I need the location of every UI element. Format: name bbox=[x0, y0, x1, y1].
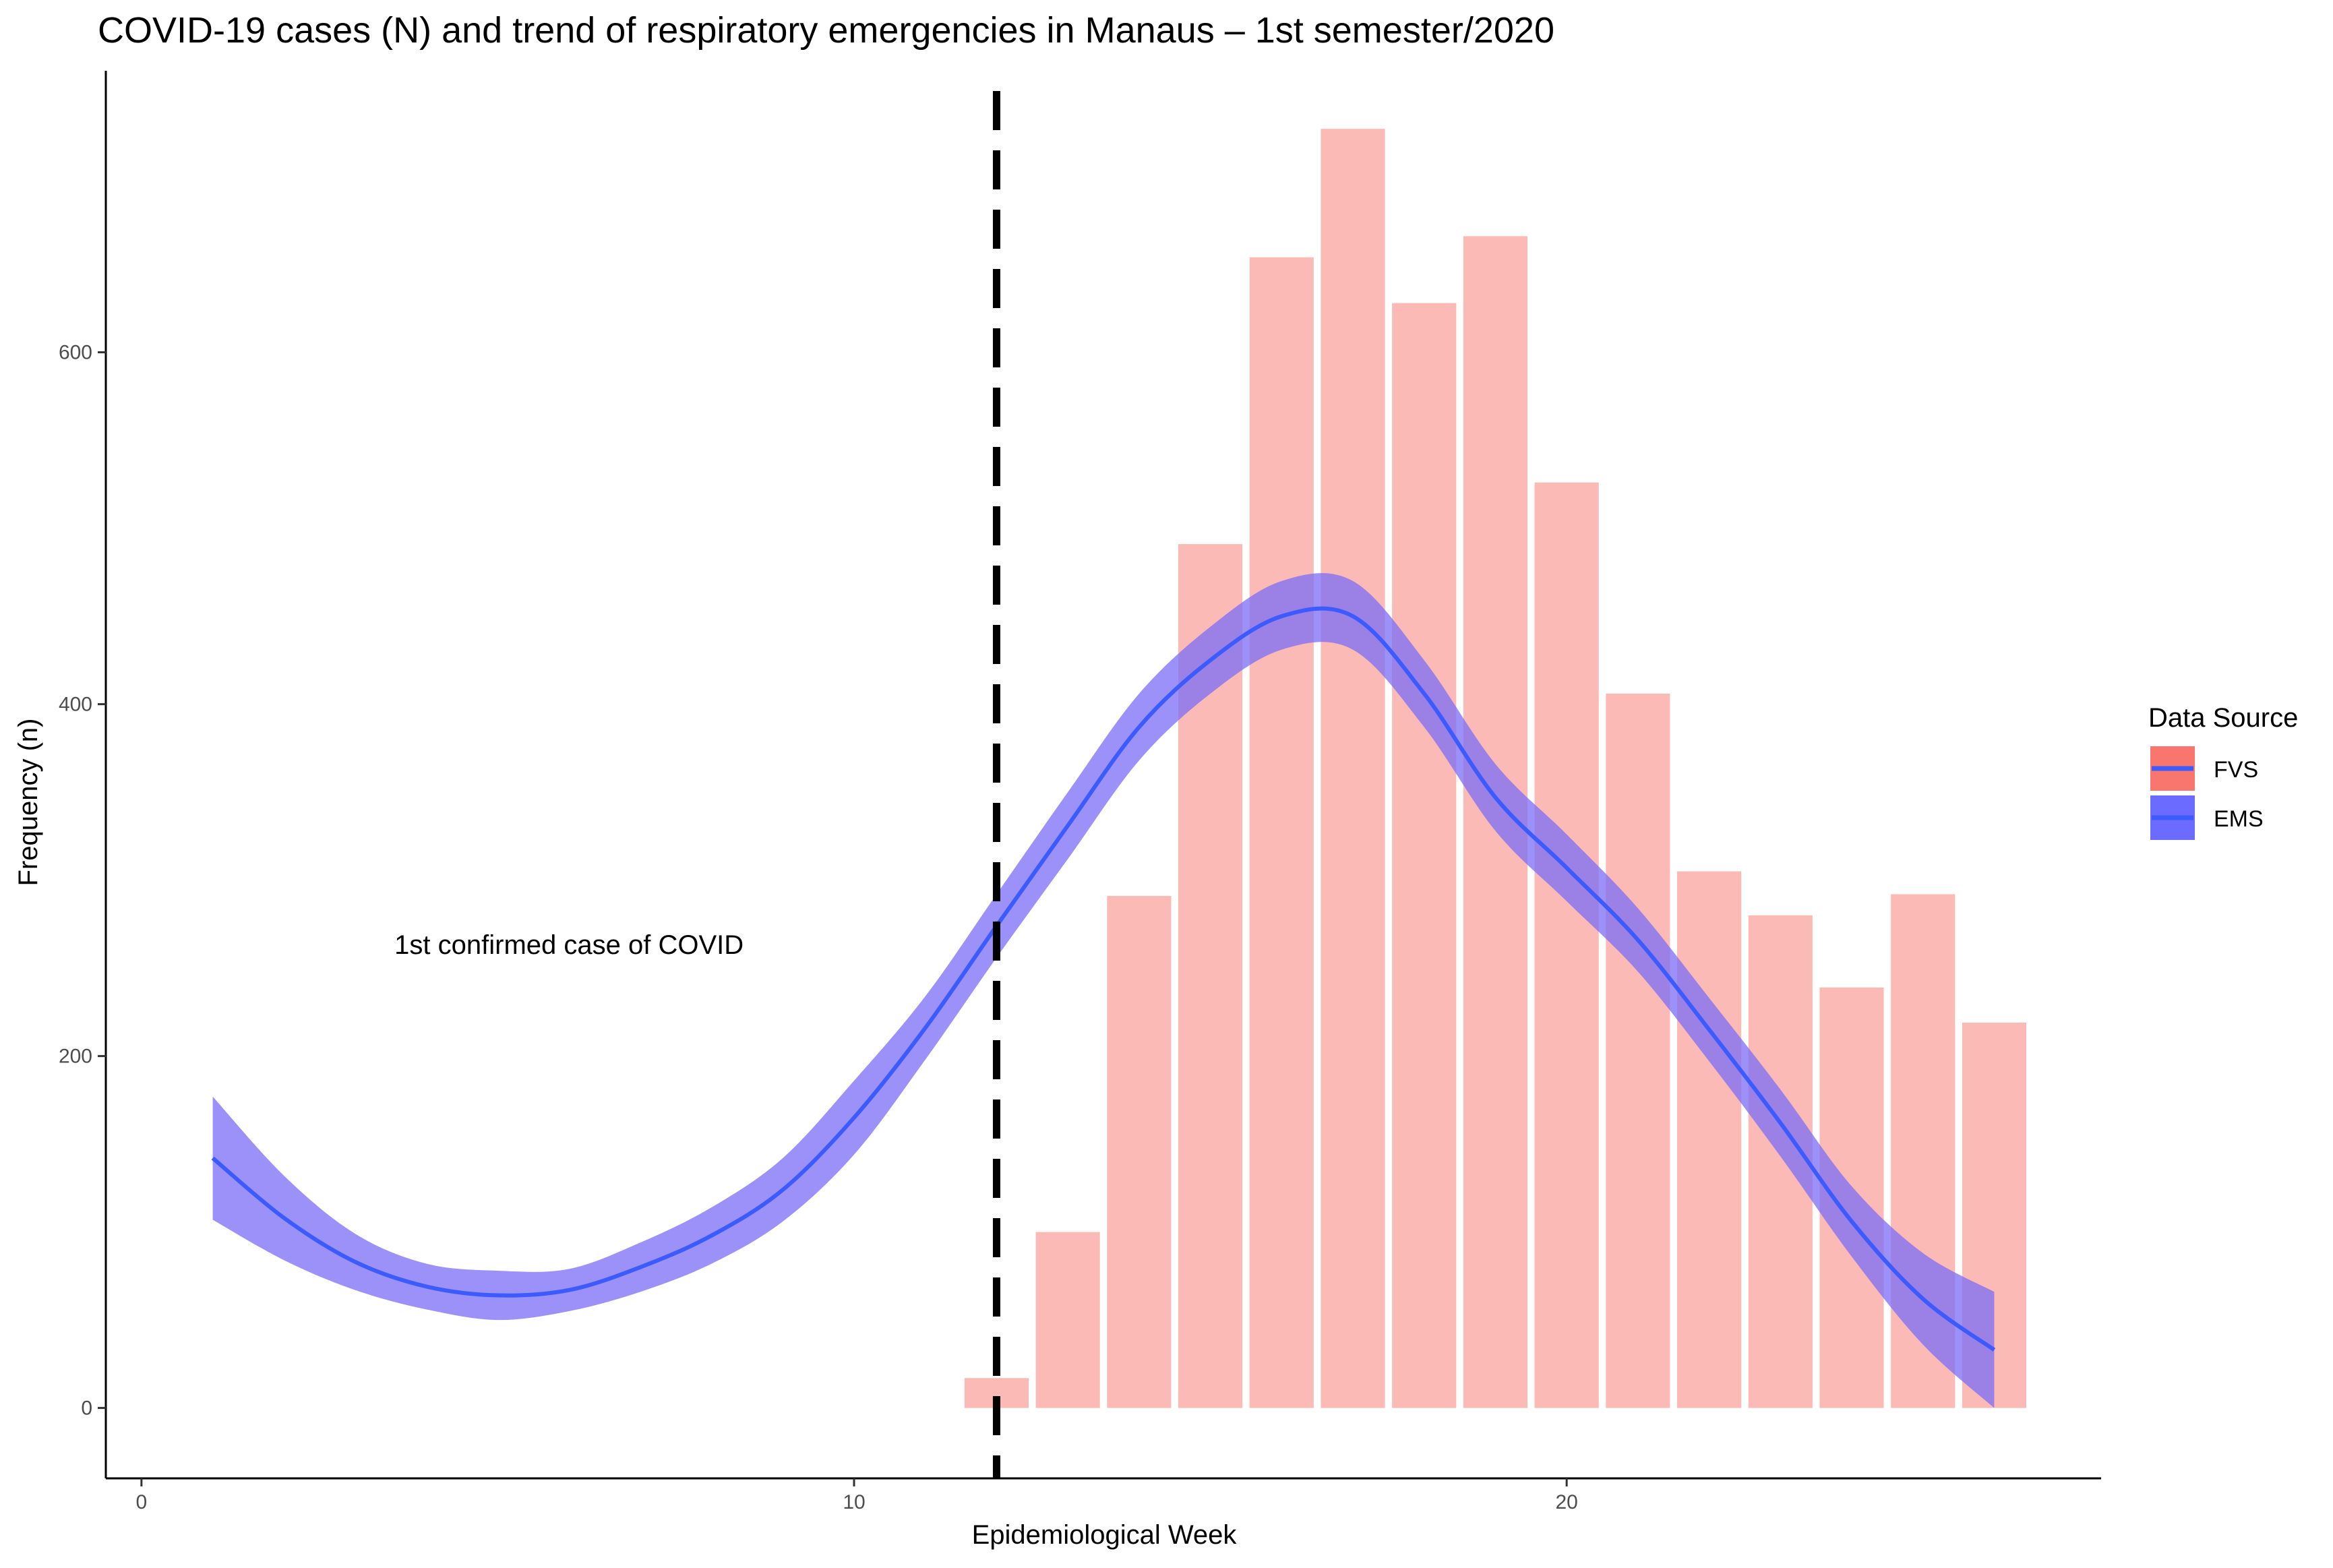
fvs-bar-week-18 bbox=[1392, 303, 1457, 1408]
fvs-bar-week-20 bbox=[1534, 482, 1599, 1408]
fvs-bar-week-17 bbox=[1321, 129, 1385, 1408]
fvs-bar-week-16 bbox=[1249, 257, 1314, 1408]
ems-trend-line bbox=[211, 606, 1996, 1352]
axes: 0 200 400 600 0 10 20 bbox=[59, 71, 2101, 1513]
x-tick-label-10: 10 bbox=[843, 1491, 865, 1513]
fvs-bar-week-21 bbox=[1606, 693, 1670, 1408]
ems-band bbox=[211, 573, 1996, 1408]
x-axis-title: Epidemiological Week bbox=[972, 1520, 1238, 1550]
x-tick-label-20: 20 bbox=[1555, 1491, 1577, 1513]
fvs-bar-week-22 bbox=[1677, 871, 1742, 1408]
first-case-annotation: 1st confirmed case of COVID bbox=[394, 930, 744, 960]
y-tick-label-200: 200 bbox=[59, 1046, 92, 1068]
chart-title: COVID-19 cases (N) and trend of respirat… bbox=[98, 10, 1554, 51]
legend-label-ems: EMS bbox=[2214, 806, 2264, 832]
y-axis-title: Frequency (n) bbox=[13, 719, 43, 886]
legend-label-fvs: FVS bbox=[2214, 757, 2258, 783]
fvs-bars bbox=[964, 129, 2026, 1408]
y-tick-label-600: 600 bbox=[59, 342, 92, 364]
legend-title: Data Source bbox=[2148, 703, 2298, 733]
y-tick-label-400: 400 bbox=[59, 694, 92, 716]
fvs-bar-week-14 bbox=[1107, 896, 1172, 1408]
legend: Data Source FVS EMS bbox=[2148, 703, 2298, 840]
fvs-bar-week-13 bbox=[1035, 1232, 1100, 1408]
y-tick-label-0: 0 bbox=[81, 1397, 92, 1420]
x-tick-label-0: 0 bbox=[136, 1491, 148, 1513]
